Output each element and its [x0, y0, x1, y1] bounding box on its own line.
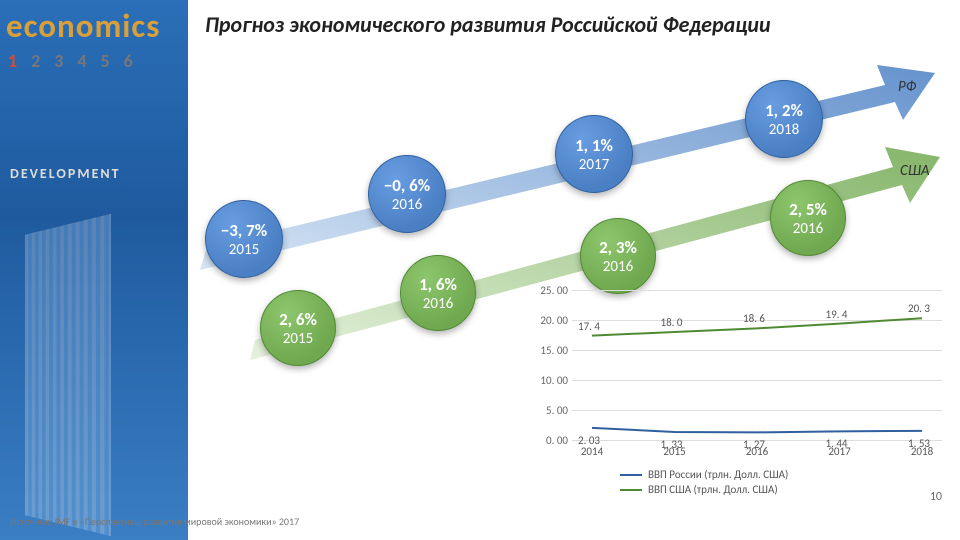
- sidebar-number: 6: [124, 50, 133, 72]
- legend-item: ВВП России (трлн. Долл. США): [620, 468, 788, 481]
- sidebar-image-panel: economics 1 2 3 4 5 6 DEVELOPMENT: [0, 0, 188, 540]
- arrow-label-rf: РФ: [898, 78, 916, 96]
- y-axis-label: 20. 00: [530, 314, 568, 327]
- value-bubble: 2, 3%2016: [580, 218, 656, 294]
- y-axis-label: 10. 00: [530, 374, 568, 387]
- sidebar-development-word: DEVELOPMENT: [10, 165, 121, 182]
- legend-label: ВВП США (трлн. Долл. США): [648, 483, 778, 496]
- x-axis-label: 2018: [902, 445, 942, 458]
- x-axis-label: 2017: [820, 445, 860, 458]
- chart-legend: ВВП России (трлн. Долл. США) ВВП США (тр…: [620, 468, 788, 498]
- sidebar-big-word: economics: [6, 6, 160, 46]
- chart-series-line: [592, 428, 922, 433]
- page-title: Прогноз экономического развития Российск…: [205, 12, 905, 37]
- bubble-value: 1, 2%: [765, 100, 803, 121]
- y-axis-label: 25. 00: [530, 284, 568, 297]
- sidebar-number: 5: [101, 50, 110, 72]
- y-axis-label: 5. 00: [530, 404, 568, 417]
- bubble-year: 2017: [579, 156, 609, 174]
- sidebar-building-graphic: [25, 214, 111, 536]
- bubble-value: −0, 6%: [384, 175, 430, 196]
- bubble-value: 2, 6%: [279, 309, 317, 330]
- x-axis-label: 2016: [737, 445, 777, 458]
- value-bubble: 2, 5%2016: [770, 180, 846, 256]
- data-point-label: 18. 0: [661, 316, 683, 329]
- bubble-year: 2018: [769, 121, 799, 139]
- value-bubble: 1, 2%2018: [745, 80, 823, 158]
- bubble-value: 2, 3%: [599, 237, 637, 258]
- bubble-value: 1, 1%: [575, 135, 613, 156]
- bubble-year: 2016: [392, 196, 422, 214]
- legend-swatch: [620, 489, 642, 491]
- bubble-value: 2, 5%: [789, 199, 827, 220]
- sidebar-number: 3: [54, 50, 63, 72]
- value-bubble: −0, 6%2016: [368, 155, 446, 233]
- value-bubble: 1, 6%2016: [400, 255, 476, 331]
- bubble-year: 2016: [793, 220, 823, 238]
- value-bubble: −3, 7%2015: [205, 200, 283, 278]
- value-bubble: 1, 1%2017: [555, 115, 633, 193]
- y-axis-label: 15. 00: [530, 344, 568, 357]
- data-point-label: 20. 3: [908, 302, 930, 315]
- bubble-year: 2015: [283, 330, 313, 348]
- sidebar-number: 1: [8, 50, 17, 72]
- bubble-year: 2015: [229, 241, 259, 259]
- sidebar-numbers: 1 2 3 4 5 6: [8, 50, 133, 72]
- data-point-label: 19. 4: [826, 308, 848, 321]
- data-point-label: 18. 6: [743, 312, 765, 325]
- legend-label: ВВП России (трлн. Долл. США): [648, 468, 788, 481]
- y-axis-label: 0. 00: [530, 434, 568, 447]
- data-point-label: 17. 4: [578, 320, 600, 333]
- bubble-value: −3, 7%: [221, 220, 267, 241]
- x-axis-label: 2014: [572, 445, 612, 458]
- x-axis-label: 2015: [655, 445, 695, 458]
- sidebar-number: 4: [77, 50, 86, 72]
- sidebar-number: 2: [31, 50, 40, 72]
- gdp-line-chart: 0. 005. 0010. 0015. 0020. 0025. 00 2. 03…: [530, 290, 950, 480]
- bubble-year: 2016: [603, 258, 633, 276]
- value-bubble: 2, 6%2015: [260, 290, 336, 366]
- legend-item: ВВП США (трлн. Долл. США): [620, 483, 788, 496]
- bubble-year: 2016: [423, 295, 453, 313]
- bubble-value: 1, 6%: [419, 274, 457, 295]
- arrow-label-usa: США: [900, 162, 930, 180]
- legend-swatch: [620, 474, 642, 476]
- source-citation: Источник: IMF в «Перспективы развития ми…: [10, 515, 299, 528]
- page-number: 10: [930, 490, 942, 504]
